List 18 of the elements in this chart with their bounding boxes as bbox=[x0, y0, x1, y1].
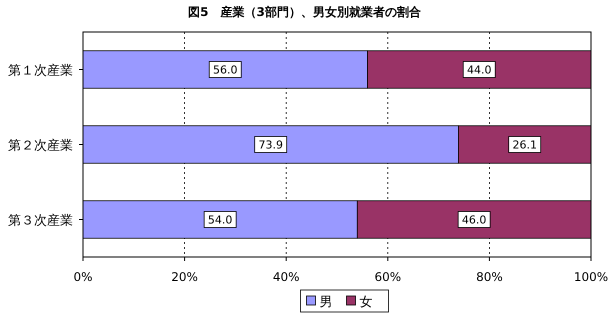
data-label: 26.1 bbox=[512, 138, 537, 152]
legend-label: 男 bbox=[320, 295, 332, 310]
x-tick-label: 20% bbox=[171, 270, 198, 284]
x-tick-label: 80% bbox=[476, 270, 503, 284]
legend-label: 女 bbox=[360, 295, 372, 310]
data-label: 56.0 bbox=[212, 64, 238, 76]
y-tick-label: 第２次産業 bbox=[8, 138, 73, 154]
data-label: 54.0 bbox=[208, 214, 232, 226]
x-tick-label: 100% bbox=[574, 270, 608, 284]
x-tick-label: 0% bbox=[73, 270, 93, 284]
data-label: 44.0 bbox=[466, 64, 492, 76]
y-tick-label: 第１次産業 bbox=[8, 62, 73, 78]
x-tick-label: 60% bbox=[374, 270, 402, 284]
chart-title: 図5 産業（3部門）、男女別就業者の割合 bbox=[188, 5, 422, 19]
data-label: 46.0 bbox=[462, 214, 486, 226]
x-tick-label: 40% bbox=[272, 270, 300, 284]
data-label: 73.9 bbox=[258, 138, 283, 152]
y-tick-label: 第３次産業 bbox=[8, 212, 73, 228]
